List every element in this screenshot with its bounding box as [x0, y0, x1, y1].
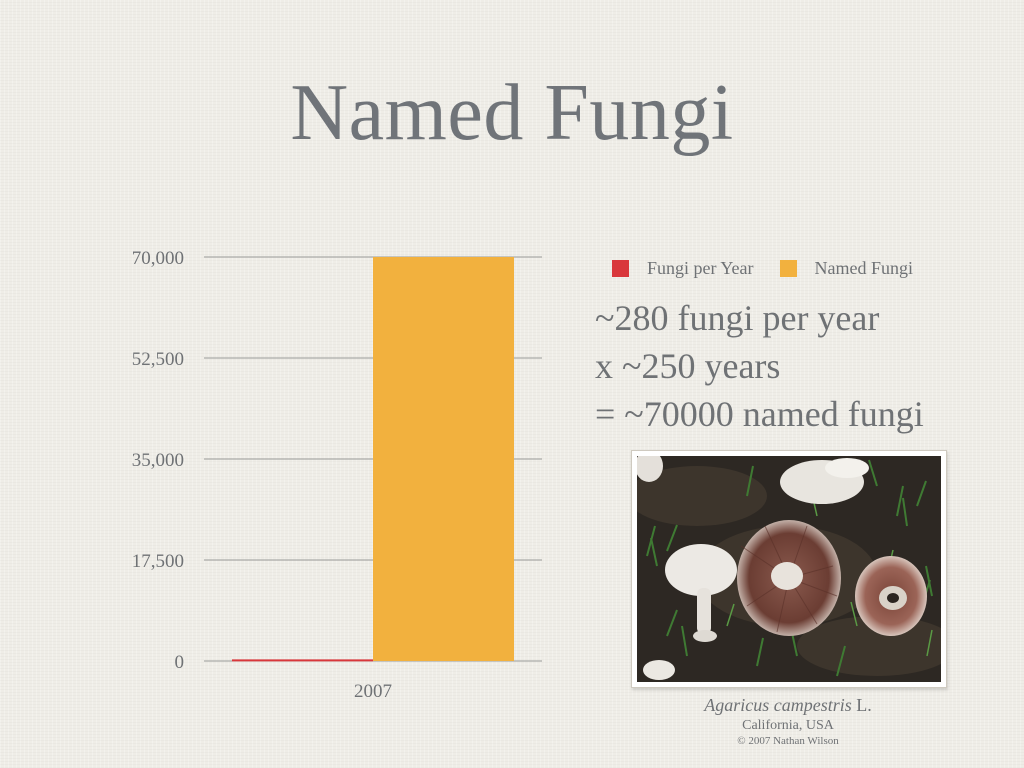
y-tick-label: 0 [175, 652, 185, 673]
legend-label-fungi-per-year: Fungi per Year [647, 258, 754, 278]
y-tick-label: 17,500 [132, 551, 184, 572]
chart-bars [232, 257, 514, 662]
y-tick-label: 70,000 [132, 248, 184, 269]
photo-caption-location: California, USA [742, 718, 834, 733]
x-tick-label: 2007 [354, 681, 392, 702]
legend-item-fungi-per-year: Fungi per Year [612, 258, 754, 279]
y-tick-label: 52,500 [132, 349, 184, 370]
chart-y-ticks: 0 17,500 35,000 52,500 70,000 [132, 248, 184, 673]
photo-caption-copyright: © 2007 Nathan Wilson [737, 735, 839, 747]
calc-line-2: x ~250 years [595, 346, 781, 386]
mushroom-photo-icon [637, 456, 941, 682]
chart-x-labels: 2007 [354, 681, 392, 702]
bar-chart: 0 17,500 35,000 52,500 70,000 2007 [132, 248, 542, 702]
species-name: Agaricus campestris [704, 695, 852, 715]
photo-frame [631, 450, 947, 688]
legend-item-named-fungi: Named Fungi [779, 258, 914, 279]
legend-label-named-fungi: Named Fungi [814, 258, 914, 278]
page-title: Named Fungi [290, 69, 734, 157]
calc-line-1: ~280 fungi per year [595, 298, 880, 338]
calculation-text: ~280 fungi per year x ~250 years = ~7000… [595, 294, 924, 438]
legend-swatch-named-fungi [779, 260, 797, 277]
calc-line-3: = ~70000 named fungi [595, 394, 924, 434]
mushroom-photo [637, 456, 941, 682]
chart-legend: Fungi per Year Named Fungi [612, 258, 939, 279]
legend-swatch-fungi-per-year [612, 260, 629, 277]
photo-caption-species: Agaricus campestris L. [631, 695, 945, 716]
bar-named-fungi [373, 257, 514, 661]
species-author: L. [851, 695, 872, 715]
bar-fungi-per-year [232, 659, 373, 662]
y-tick-label: 35,000 [132, 450, 184, 471]
